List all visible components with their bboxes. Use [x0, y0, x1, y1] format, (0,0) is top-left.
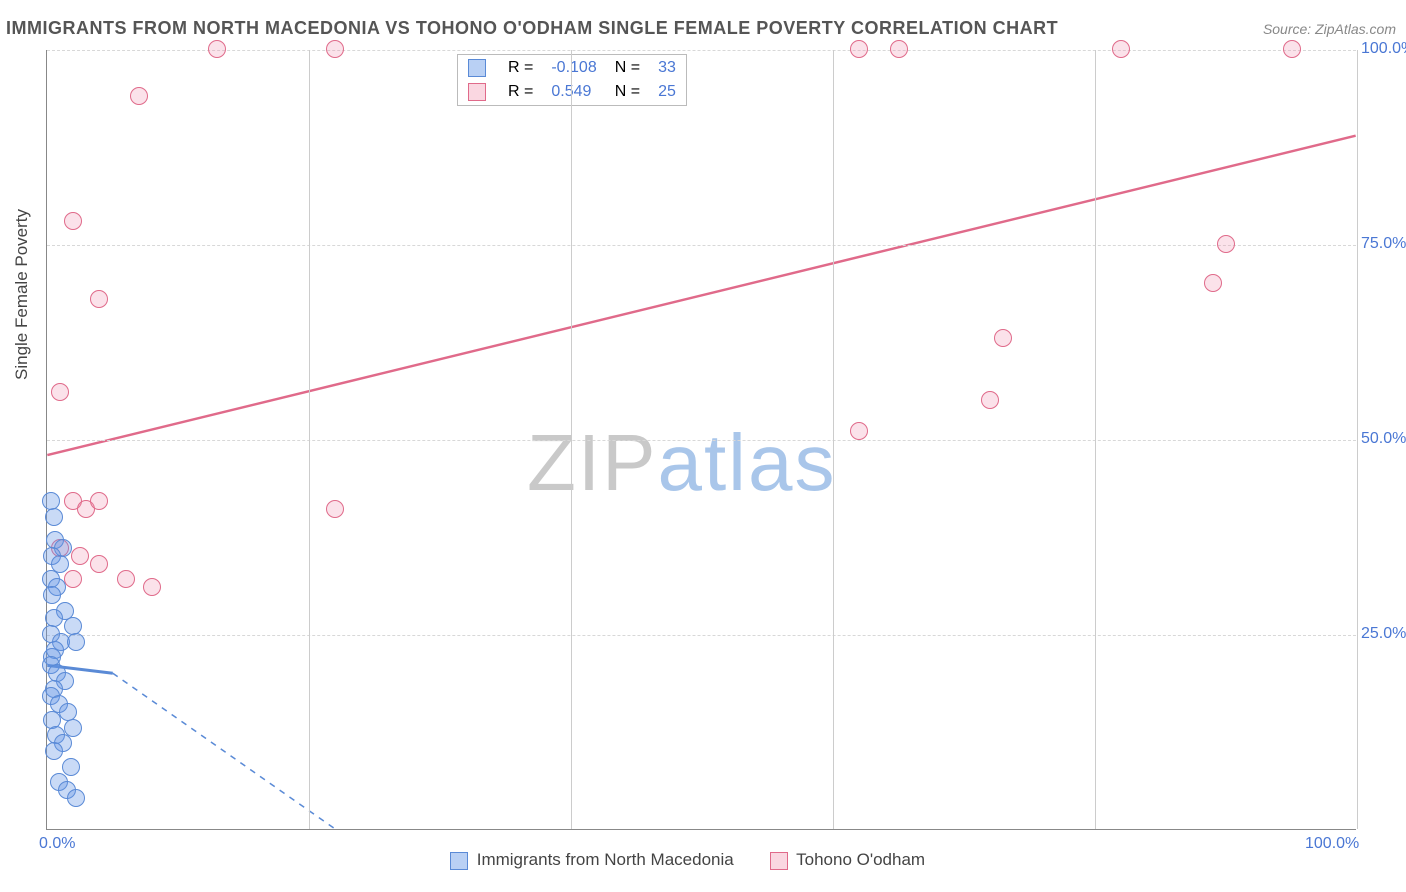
source-label: Source: ZipAtlas.com [1263, 21, 1396, 37]
data-point-blue [67, 633, 85, 651]
x-tick-label: 100.0% [1305, 835, 1359, 853]
legend-item-blue: Immigrants from North Macedonia [450, 850, 734, 870]
data-point-pink [1204, 274, 1222, 292]
data-point-blue [64, 719, 82, 737]
data-point-pink [64, 212, 82, 230]
chart-title: IMMIGRANTS FROM NORTH MACEDONIA VS TOHON… [6, 18, 1058, 39]
data-point-pink [130, 87, 148, 105]
gridline-v [833, 50, 834, 829]
data-point-pink [850, 40, 868, 58]
data-point-pink [51, 383, 69, 401]
trendline-pink [47, 136, 1355, 455]
data-point-pink [71, 547, 89, 565]
y-tick-label: 50.0% [1361, 430, 1406, 448]
r-value-blue: -0.108 [543, 57, 604, 79]
title-bar: IMMIGRANTS FROM NORTH MACEDONIA VS TOHON… [6, 18, 1396, 39]
data-point-pink [981, 391, 999, 409]
data-point-blue [62, 758, 80, 776]
data-point-pink [143, 578, 161, 596]
n-value-pink: 25 [650, 81, 684, 103]
data-point-pink [90, 555, 108, 573]
y-tick-label: 25.0% [1361, 625, 1406, 643]
plot-area: ZIPatlas R = -0.108 N = 33 R = 0.549 N =… [46, 50, 1356, 830]
y-axis-label: Single Female Poverty [12, 209, 32, 380]
data-point-blue [45, 508, 63, 526]
gridline-h [47, 245, 1356, 246]
y-tick-label: 100.0% [1361, 40, 1406, 58]
gridline-h [47, 50, 1356, 51]
data-point-pink [1283, 40, 1301, 58]
data-point-pink [90, 492, 108, 510]
gridline-v [1357, 50, 1358, 829]
data-point-pink [326, 500, 344, 518]
swatch-pink-icon [770, 852, 788, 870]
x-tick-label: 0.0% [39, 835, 75, 853]
swatch-blue-icon [450, 852, 468, 870]
gridline-v [309, 50, 310, 829]
data-point-pink [208, 40, 226, 58]
data-point-pink [850, 422, 868, 440]
data-point-pink [326, 40, 344, 58]
gridline-h [47, 635, 1356, 636]
r-value-pink: 0.549 [543, 81, 604, 103]
gridline-v [1095, 50, 1096, 829]
legend-item-pink: Tohono O'odham [770, 850, 925, 870]
data-point-pink [117, 570, 135, 588]
series-legend: Immigrants from North Macedonia Tohono O… [450, 850, 925, 870]
data-point-pink [90, 290, 108, 308]
trendline-blue-extrapolation [113, 673, 335, 829]
data-point-pink [64, 570, 82, 588]
gridline-h [47, 440, 1356, 441]
data-point-pink [994, 329, 1012, 347]
watermark: ZIPatlas [527, 417, 836, 509]
gridline-v [571, 50, 572, 829]
swatch-blue-icon [468, 59, 486, 77]
data-point-blue [43, 586, 61, 604]
y-tick-label: 75.0% [1361, 235, 1406, 253]
data-point-pink [890, 40, 908, 58]
data-point-blue [67, 789, 85, 807]
n-value-blue: 33 [650, 57, 684, 79]
data-point-blue [45, 742, 63, 760]
data-point-pink [1112, 40, 1130, 58]
data-point-pink [1217, 235, 1235, 253]
swatch-pink-icon [468, 83, 486, 101]
